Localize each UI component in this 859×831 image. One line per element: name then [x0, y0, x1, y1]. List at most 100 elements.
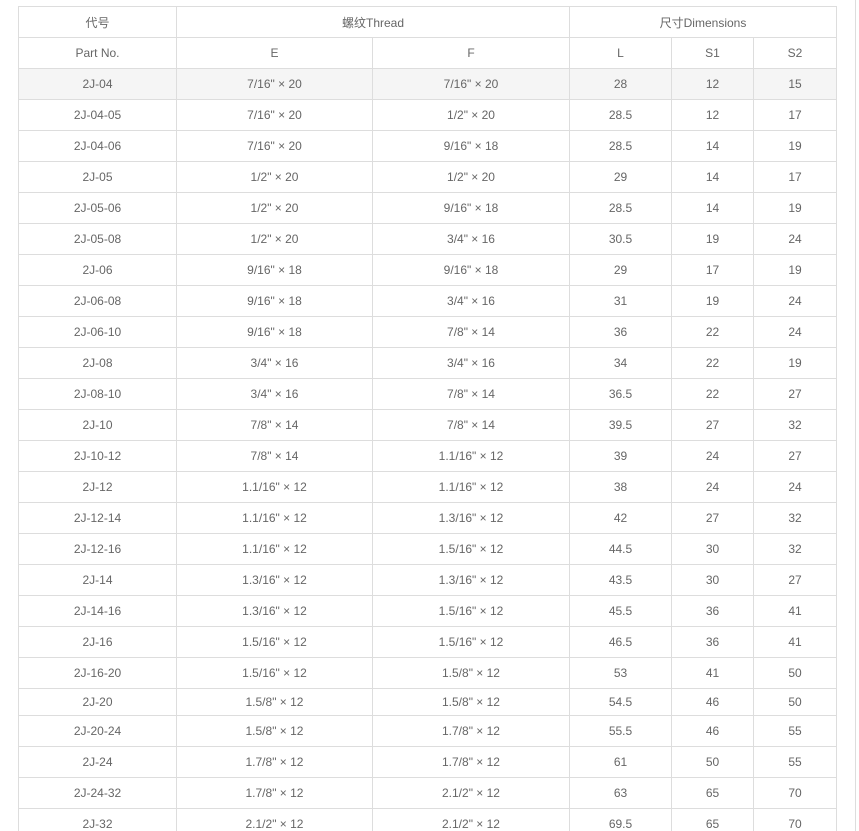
- cell-dim-s2: 55: [753, 746, 837, 778]
- cell-dim-s1: 41: [671, 657, 754, 689]
- cell-dim-l: 45.5: [569, 595, 672, 627]
- cell-dim-s2: 17: [753, 99, 837, 131]
- cell-thread-f: 1.1/16" × 12: [372, 440, 570, 472]
- cell-thread-e: 1/2" × 20: [176, 161, 373, 193]
- cell-dim-s1: 14: [671, 192, 754, 224]
- cell-dim-l: 63: [569, 777, 672, 809]
- cell-part-no: 2J-16-20: [18, 657, 177, 689]
- cell-dim-l: 29: [569, 254, 672, 286]
- cell-thread-e: 7/16" × 20: [176, 68, 373, 100]
- cell-thread-e: 1.7/8" × 12: [176, 746, 373, 778]
- cell-part-no: 2J-24: [18, 746, 177, 778]
- cell-dim-s2: 27: [753, 440, 837, 472]
- cell-dim-s1: 24: [671, 471, 754, 503]
- cell-part-no: 2J-24-32: [18, 777, 177, 809]
- cell-dim-l: 36: [569, 316, 672, 348]
- cell-part-no: 2J-06-08: [18, 285, 177, 317]
- cell-thread-f: 1/2" × 20: [372, 99, 570, 131]
- cell-thread-f: 1.5/16" × 12: [372, 626, 570, 658]
- cell-dim-s1: 19: [671, 223, 754, 255]
- cell-dim-l: 28.5: [569, 99, 672, 131]
- table-row: 2J-05-08 1/2" × 20 3/4" × 16 30.5 19 24: [18, 223, 837, 255]
- cell-thread-e: 1.3/16" × 12: [176, 564, 373, 596]
- cell-dim-l: 44.5: [569, 533, 672, 565]
- header-thread: 螺纹Thread: [176, 6, 570, 38]
- cell-dim-s1: 19: [671, 285, 754, 317]
- cell-thread-f: 1/2" × 20: [372, 161, 570, 193]
- cell-thread-e: 7/16" × 20: [176, 130, 373, 162]
- cell-thread-e: 9/16" × 18: [176, 285, 373, 317]
- cell-thread-e: 9/16" × 18: [176, 316, 373, 348]
- cell-part-no: 2J-12-14: [18, 502, 177, 534]
- table-row: 2J-20-24 1.5/8" × 12 1.7/8" × 12 55.5 46 55: [18, 715, 837, 747]
- cell-thread-f: 1.5/16" × 12: [372, 533, 570, 565]
- table-row: 2J-04-05 7/16" × 20 1/2" × 20 28.5 12 17: [18, 99, 837, 131]
- cell-dim-s1: 14: [671, 130, 754, 162]
- cell-dim-l: 38: [569, 471, 672, 503]
- cell-dim-s2: 41: [753, 595, 837, 627]
- cell-part-no: 2J-06-10: [18, 316, 177, 348]
- header-part-cn: 代号: [18, 6, 177, 38]
- cell-dim-l: 39: [569, 440, 672, 472]
- cell-thread-e: 1.7/8" × 12: [176, 777, 373, 809]
- cell-dim-s2: 32: [753, 409, 837, 441]
- table-row: 2J-12-16 1.1/16" × 12 1.5/16" × 12 44.5 30 32: [18, 533, 837, 565]
- table-row: 2J-14-16 1.3/16" × 12 1.5/16" × 12 45.5 36 41: [18, 595, 837, 627]
- cell-dim-l: 28: [569, 68, 672, 100]
- cell-thread-f: 3/4" × 16: [372, 285, 570, 317]
- cell-part-no: 2J-04-05: [18, 99, 177, 131]
- cell-dim-s2: 19: [753, 347, 837, 379]
- table-row: 2J-10-12 7/8" × 14 1.1/16" × 12 39 24 27: [18, 440, 837, 472]
- cell-dim-l: 36.5: [569, 378, 672, 410]
- cell-thread-f: 3/4" × 16: [372, 347, 570, 379]
- header-l: L: [569, 37, 672, 69]
- table-row: 2J-08 3/4" × 16 3/4" × 16 34 22 19: [18, 347, 837, 379]
- cell-thread-e: 3/4" × 16: [176, 378, 373, 410]
- cell-thread-f: 1.7/8" × 12: [372, 715, 570, 747]
- cell-dim-s2: 27: [753, 378, 837, 410]
- cell-thread-f: 7/8" × 14: [372, 378, 570, 410]
- table-row: 2J-06-10 9/16" × 18 7/8" × 14 36 22 24: [18, 316, 837, 348]
- cell-dim-l: 69.5: [569, 808, 672, 831]
- header-dimensions: 尺寸Dimensions: [569, 6, 837, 38]
- cell-part-no: 2J-20: [18, 688, 177, 716]
- cell-dim-s2: 24: [753, 285, 837, 317]
- cell-thread-f: 9/16" × 18: [372, 254, 570, 286]
- cell-thread-f: 7/16" × 20: [372, 68, 570, 100]
- cell-dim-l: 43.5: [569, 564, 672, 596]
- cell-thread-f: 1.7/8" × 12: [372, 746, 570, 778]
- cell-dim-s2: 50: [753, 657, 837, 689]
- cell-dim-l: 28.5: [569, 130, 672, 162]
- cell-thread-f: 3/4" × 16: [372, 223, 570, 255]
- cell-dim-s1: 27: [671, 409, 754, 441]
- cell-part-no: 2J-12: [18, 471, 177, 503]
- cell-dim-l: 61: [569, 746, 672, 778]
- cell-thread-e: 1.5/8" × 12: [176, 715, 373, 747]
- cell-dim-s1: 24: [671, 440, 754, 472]
- cell-dim-l: 53: [569, 657, 672, 689]
- cell-dim-s2: 24: [753, 316, 837, 348]
- cell-thread-f: 1.5/16" × 12: [372, 595, 570, 627]
- cell-dim-s2: 27: [753, 564, 837, 596]
- cell-dim-s2: 24: [753, 223, 837, 255]
- cell-thread-e: 1.3/16" × 12: [176, 595, 373, 627]
- cell-dim-s1: 30: [671, 564, 754, 596]
- cell-part-no: 2J-05: [18, 161, 177, 193]
- cell-part-no: 2J-14: [18, 564, 177, 596]
- cell-dim-s1: 30: [671, 533, 754, 565]
- cell-thread-e: 9/16" × 18: [176, 254, 373, 286]
- cell-dim-s2: 24: [753, 471, 837, 503]
- cell-dim-s2: 70: [753, 777, 837, 809]
- table-row: 2J-24 1.7/8" × 12 1.7/8" × 12 61 50 55: [18, 746, 837, 778]
- header-s1: S1: [671, 37, 754, 69]
- cell-dim-s1: 46: [671, 688, 754, 716]
- header-f: F: [372, 37, 570, 69]
- table-row: 2J-20 1.5/8" × 12 1.5/8" × 12 54.5 46 50: [18, 688, 837, 716]
- table-row: 2J-08-10 3/4" × 16 7/8" × 14 36.5 22 27: [18, 378, 837, 410]
- page-edge-divider: [855, 0, 856, 831]
- table-row: 2J-06-08 9/16" × 18 3/4" × 16 31 19 24: [18, 285, 837, 317]
- cell-dim-s2: 19: [753, 130, 837, 162]
- cell-dim-l: 31: [569, 285, 672, 317]
- cell-thread-e: 1/2" × 20: [176, 192, 373, 224]
- cell-dim-s1: 65: [671, 808, 754, 831]
